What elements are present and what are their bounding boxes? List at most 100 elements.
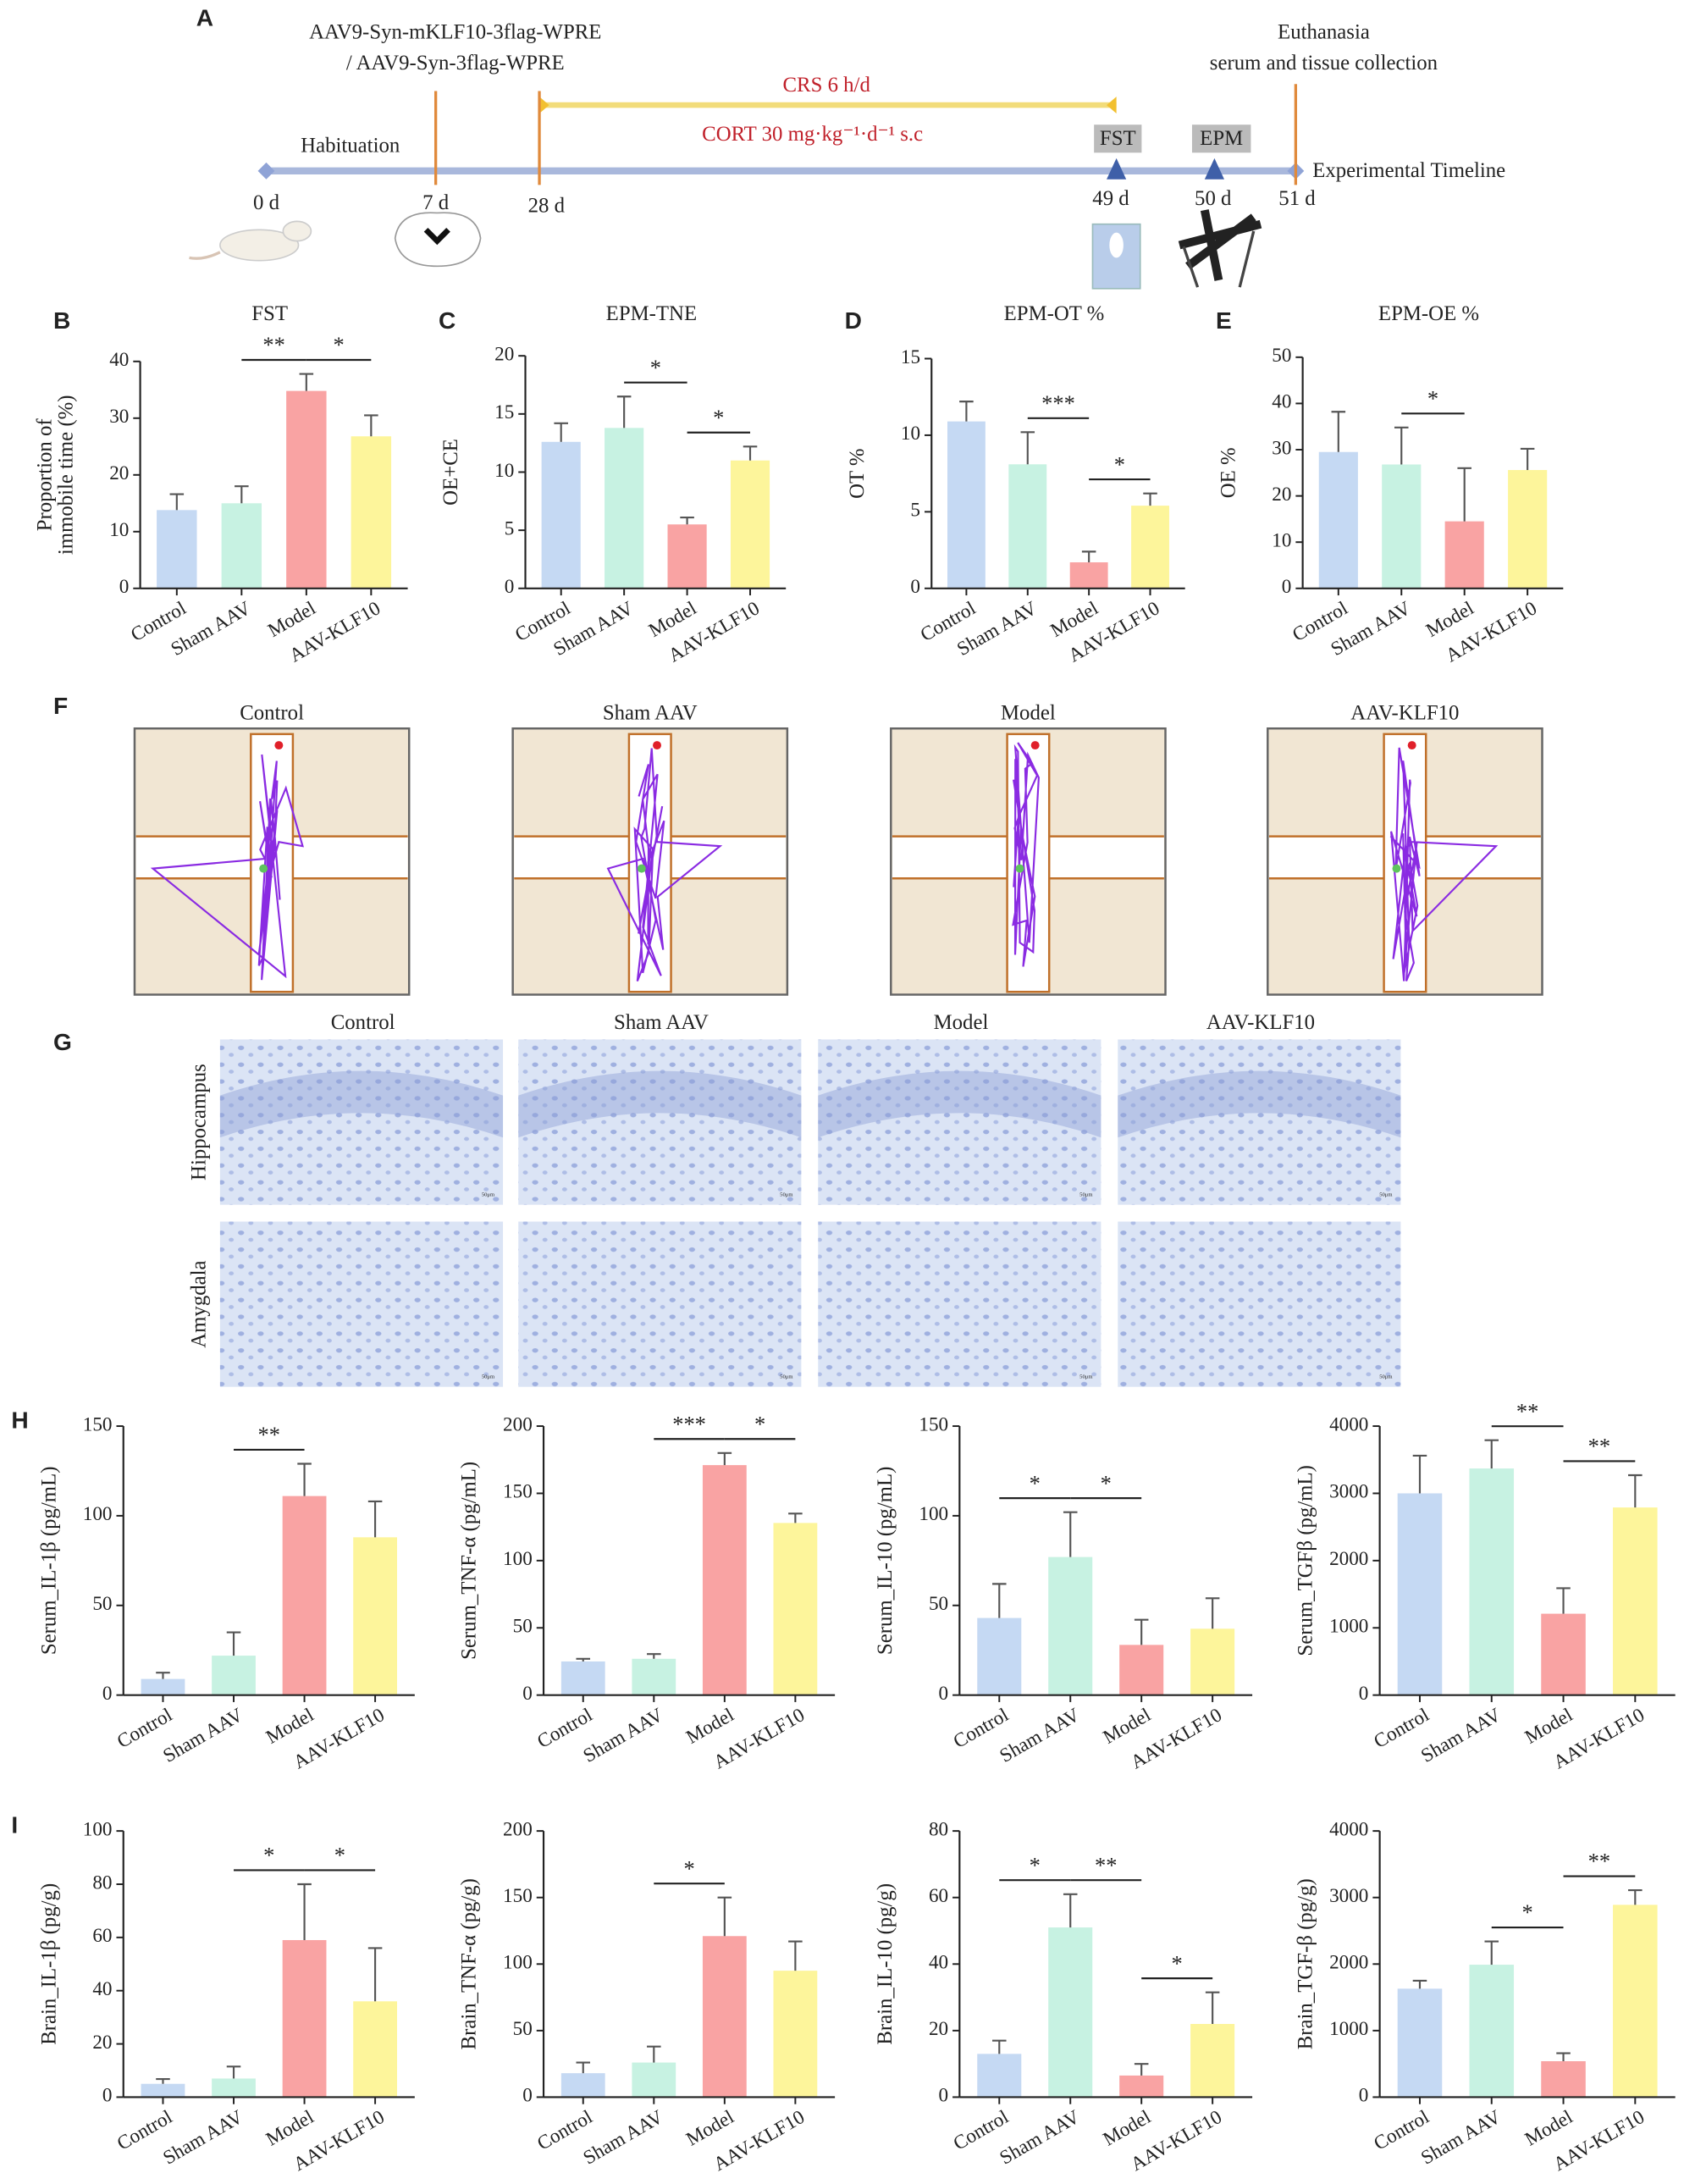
bar bbox=[1469, 1965, 1515, 2098]
y-tick-label: 0 bbox=[1282, 576, 1292, 598]
cell-layer bbox=[518, 1070, 802, 1138]
rat-icon bbox=[189, 220, 312, 262]
bar bbox=[157, 510, 197, 589]
significance-label: ** bbox=[1588, 1849, 1610, 1874]
y-tick-label: 4000 bbox=[1329, 1413, 1368, 1435]
track bbox=[150, 754, 305, 981]
x-tick-label: Model bbox=[1521, 1704, 1576, 1749]
bar bbox=[667, 524, 707, 589]
y-tick-label: 2000 bbox=[1329, 1952, 1368, 1974]
maze-title: AAV-KLF10 bbox=[1350, 701, 1459, 724]
significance-label: ** bbox=[258, 1422, 280, 1447]
micrograph bbox=[1118, 1221, 1401, 1387]
y-tick-label: 1000 bbox=[1329, 1616, 1368, 1638]
bar bbox=[1318, 451, 1358, 589]
bar bbox=[1190, 2024, 1235, 2098]
bar bbox=[632, 2062, 676, 2098]
bar bbox=[1469, 1468, 1515, 1695]
significance-label: *** bbox=[1041, 390, 1075, 416]
bar-chart: Serum_IL-10 (pg/mL)050100150ControlSham … bbox=[874, 1413, 1253, 1773]
panel-label: E bbox=[1216, 307, 1232, 334]
y-tick-label: 20 bbox=[929, 2018, 948, 2040]
y-axis-label: Serum_TGFβ (pg/mL) bbox=[1294, 1465, 1317, 1656]
y-tick-label: 15 bbox=[901, 346, 920, 368]
start-dot bbox=[653, 741, 661, 750]
end-label: Euthanasia bbox=[1278, 20, 1370, 43]
panel-label: A bbox=[196, 5, 213, 31]
bar bbox=[141, 1678, 185, 1695]
bar bbox=[1119, 2075, 1164, 2098]
y-tick-label: 0 bbox=[522, 2085, 533, 2107]
significance-label: * bbox=[1114, 451, 1125, 477]
start-dot bbox=[1407, 741, 1416, 750]
y-axis-label: Serum_IL-10 (pg/mL) bbox=[874, 1467, 897, 1655]
end-label: serum and tissue collection bbox=[1210, 52, 1438, 75]
track bbox=[1389, 747, 1499, 981]
significance-label: * bbox=[1030, 1470, 1041, 1496]
end-dot bbox=[259, 864, 268, 873]
bar bbox=[773, 1523, 818, 1695]
histology-panel: Control 50μm 50μm Sham AAV 50μm 50μm Model 50μm… bbox=[187, 1011, 1401, 1387]
bar bbox=[1613, 1507, 1658, 1695]
bar bbox=[730, 460, 770, 589]
test-box bbox=[1191, 124, 1251, 153]
bar bbox=[353, 1537, 397, 1695]
panel-label: C bbox=[439, 307, 455, 334]
bar bbox=[560, 2073, 605, 2098]
day-label: 0 d bbox=[253, 191, 280, 214]
x-tick-label: Model bbox=[1099, 2106, 1154, 2151]
significance-label: * bbox=[713, 405, 724, 430]
start-dot bbox=[274, 741, 284, 750]
maze-title: Control bbox=[240, 701, 304, 724]
significance-label: * bbox=[1101, 1470, 1112, 1496]
significance-label: * bbox=[1427, 385, 1438, 411]
y-tick-label: 40 bbox=[92, 1978, 112, 2000]
x-tick-label: Sham AAV bbox=[1417, 1704, 1505, 1767]
x-tick-label: Sham AAV bbox=[579, 2106, 667, 2170]
y-tick-label: 100 bbox=[503, 1548, 533, 1570]
panel-label: F bbox=[53, 693, 68, 719]
bar bbox=[282, 1939, 327, 2098]
y-tick-label: 50 bbox=[513, 2018, 533, 2040]
y-axis-label: Serum_IL-1β (pg/mL) bbox=[37, 1467, 60, 1656]
y-tick-label: 20 bbox=[1272, 484, 1291, 506]
bar-chart: Brain_TNF-α (pg/g)050100150200ControlSha… bbox=[458, 1818, 836, 2176]
y-tick-label: 30 bbox=[1272, 437, 1291, 459]
significance-label: * bbox=[333, 332, 344, 357]
column-title: AAV-KLF10 bbox=[1206, 1011, 1315, 1034]
end-dot bbox=[1392, 864, 1401, 873]
maze-icon bbox=[1178, 209, 1262, 288]
y-tick-label: 0 bbox=[939, 1683, 949, 1705]
scale-bar: 50μm bbox=[780, 1192, 793, 1198]
micrograph bbox=[818, 1039, 1101, 1205]
y-tick-label: 80 bbox=[929, 1818, 948, 1840]
y-tick-label: 150 bbox=[503, 1481, 533, 1503]
y-tick-label: 5 bbox=[910, 500, 920, 522]
micrograph bbox=[219, 1039, 504, 1205]
micrograph bbox=[1118, 1039, 1401, 1205]
significance-label: * bbox=[650, 355, 661, 380]
y-tick-label: 2000 bbox=[1329, 1548, 1368, 1570]
bar bbox=[560, 1661, 605, 1695]
bar bbox=[632, 1658, 676, 1695]
test-box bbox=[1094, 124, 1142, 153]
axis-label: Experimental Timeline bbox=[1312, 159, 1505, 182]
x-tick-label: Sham AAV bbox=[1417, 2106, 1505, 2170]
chart-title: FST bbox=[251, 302, 288, 325]
row-label: Amygdala bbox=[187, 1260, 210, 1347]
micrograph bbox=[518, 1221, 802, 1387]
y-tick-label: 0 bbox=[102, 2085, 113, 2107]
y-tick-label: 10 bbox=[1272, 530, 1291, 552]
y-tick-label: 50 bbox=[1272, 345, 1291, 367]
micrograph bbox=[818, 1221, 1101, 1387]
phase-label: Habituation bbox=[301, 134, 400, 157]
y-axis-label: OT % bbox=[846, 448, 869, 498]
bar bbox=[1190, 1628, 1235, 1695]
y-tick-label: 60 bbox=[92, 1925, 112, 1947]
phase-label: CORT 30 mg·kg⁻¹·d⁻¹ s.c bbox=[702, 123, 923, 146]
y-tick-label: 3000 bbox=[1329, 1885, 1368, 1907]
